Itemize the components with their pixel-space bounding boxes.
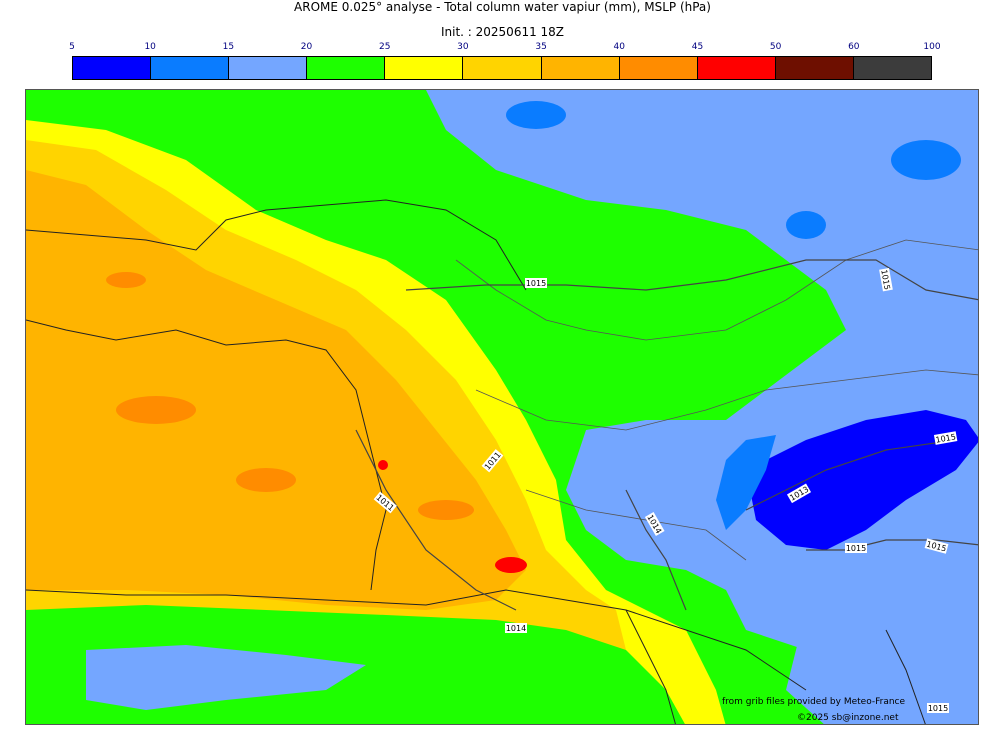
isobar-label: 1015	[846, 544, 866, 553]
colorbar-segment	[696, 57, 775, 79]
data-source-credit: from grib files provided by Meteo-France	[722, 697, 906, 707]
tcwv-field-35-40	[26, 170, 526, 610]
colorbar-segment	[618, 57, 697, 79]
colorbar-tick: 15	[222, 42, 235, 52]
map-canvas: 1015 1015 1011 1011 1014 1013 1015 1015 …	[26, 90, 978, 724]
colorbar-tick: 100	[923, 42, 941, 52]
map-title: AROME 0.025° analyse - Total column wate…	[294, 0, 711, 14]
colorbar-tick: 60	[848, 42, 860, 52]
colorbar-tick: 25	[378, 42, 391, 52]
init-time: Init. : 20250611 18Z	[440, 25, 565, 39]
tcwv-field-15-20-sea	[786, 580, 978, 724]
tcwv-patch-40-45	[116, 396, 196, 424]
colorbar-segment	[228, 57, 307, 79]
colorbar-segment	[73, 57, 151, 79]
tcwv-patch-10-15	[891, 140, 961, 180]
colorbar-segment	[852, 57, 932, 79]
copyright: ©2025 sb@inzone.net	[797, 713, 899, 723]
colorbar-segment	[150, 57, 229, 79]
tcwv-patch-10-15	[506, 101, 566, 129]
borders	[455, 239, 978, 561]
tcwv-patch-40-45	[418, 500, 474, 520]
colorbar-tick: 45	[691, 42, 704, 52]
colorbar-tick: 5	[69, 42, 75, 52]
colorbar-tick: 40	[613, 42, 625, 52]
tcwv-patch-45-50	[495, 557, 527, 573]
tcwv-field-10-15-alps	[716, 435, 776, 530]
isobar-label: 1015	[879, 269, 891, 291]
colorbar-segment	[384, 57, 463, 79]
coastlines	[26, 199, 926, 724]
colorbar-tick: 20	[300, 42, 313, 52]
weather-map: 1015 1015 1011 1011 1014 1013 1015 1015 …	[25, 89, 979, 725]
tcwv-patch-45-50	[378, 460, 388, 470]
colorbar-segment	[462, 57, 541, 79]
colorbar	[72, 56, 932, 80]
tcwv-patch-40-45	[106, 272, 146, 288]
isobar-label: 1014	[506, 624, 526, 633]
tcwv-patch-40-45	[236, 468, 296, 492]
colorbar-tick: 50	[769, 42, 782, 52]
colorbar-segment	[540, 57, 619, 79]
isobars	[355, 259, 978, 611]
isobar-label: 1015	[928, 704, 948, 713]
tcwv-field-15-20-south	[86, 645, 366, 710]
colorbar-segment	[774, 57, 853, 79]
colorbar-tick: 35	[535, 42, 547, 52]
colorbar-tick: 10	[144, 42, 156, 52]
tcwv-patch-10-15	[786, 211, 826, 239]
isobar-label: 1015	[935, 432, 957, 444]
isobar-label: 1015	[526, 279, 546, 288]
colorbar-tick: 30	[457, 42, 469, 52]
colorbar-segment	[306, 57, 385, 79]
